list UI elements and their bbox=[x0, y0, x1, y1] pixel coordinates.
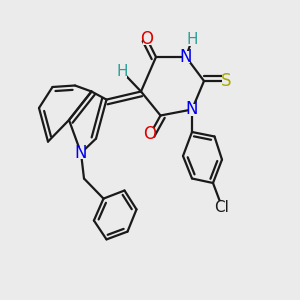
FancyBboxPatch shape bbox=[146, 128, 154, 140]
Text: Cl: Cl bbox=[214, 200, 230, 214]
Text: O: O bbox=[143, 125, 157, 143]
FancyBboxPatch shape bbox=[214, 201, 230, 213]
Text: N: N bbox=[75, 144, 87, 162]
Text: O: O bbox=[140, 30, 154, 48]
Text: H: H bbox=[117, 64, 128, 80]
Text: S: S bbox=[221, 72, 232, 90]
Text: N: N bbox=[180, 48, 192, 66]
FancyBboxPatch shape bbox=[77, 147, 85, 159]
FancyBboxPatch shape bbox=[118, 66, 127, 78]
Text: N: N bbox=[186, 100, 198, 118]
Text: H: H bbox=[186, 32, 198, 47]
FancyBboxPatch shape bbox=[182, 51, 190, 63]
FancyBboxPatch shape bbox=[188, 103, 196, 116]
FancyBboxPatch shape bbox=[188, 34, 196, 46]
FancyBboxPatch shape bbox=[222, 75, 231, 87]
FancyBboxPatch shape bbox=[143, 33, 151, 45]
